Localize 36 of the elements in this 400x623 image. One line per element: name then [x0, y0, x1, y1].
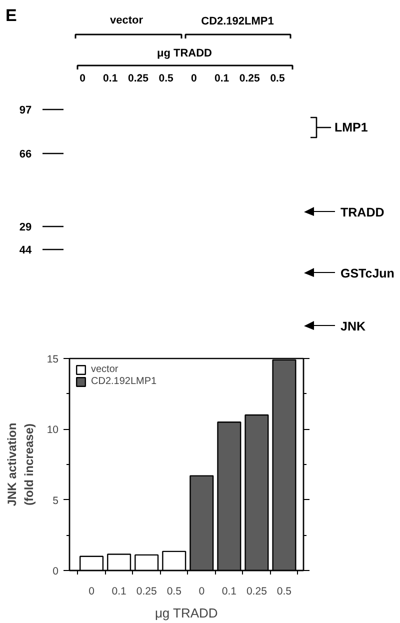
category-label: 0 — [191, 72, 198, 84]
x-tick-label: 0.1 — [222, 586, 237, 598]
y-tick-label: 10 — [46, 424, 59, 436]
category-label: 0.1 — [214, 72, 230, 84]
x-tick-label: 0.5 — [276, 586, 292, 598]
category-label: 0.5 — [158, 72, 174, 84]
y-tick-label: 5 — [52, 494, 59, 507]
y-axis-title: JNK activation (fold increase) — [5, 422, 36, 506]
text: 97 — [19, 104, 32, 116]
text: μg TRADD — [157, 48, 212, 60]
x-tick-label: 0 — [198, 586, 205, 598]
text: E — [6, 6, 17, 25]
text: LMP1 — [334, 120, 368, 134]
text: 66 — [19, 148, 32, 160]
x-tick-label: 0.25 — [246, 586, 268, 598]
category-label: 0.5 — [270, 72, 285, 84]
y-tick-label: 0 — [52, 566, 59, 578]
text: JNK — [340, 320, 366, 334]
legend-label: vector — [91, 364, 118, 375]
text: CD2.192LMP1 — [201, 16, 274, 28]
text: 29 — [19, 222, 32, 234]
category-label: 0.1 — [103, 72, 118, 84]
x-tick-label: 0 — [88, 586, 95, 598]
text: 44 — [19, 244, 32, 256]
text: vector — [110, 14, 144, 26]
x-tick-label: 0.5 — [166, 586, 182, 598]
x-tick-label: 0.25 — [136, 586, 157, 598]
text: TRADD — [340, 206, 384, 220]
legend-label: CD2.192LMP1 — [91, 376, 157, 387]
y-tick-label: 15 — [46, 354, 59, 366]
category-label: 0 — [80, 72, 86, 84]
text: GSTcJun — [340, 266, 394, 280]
category-label: 0.25 — [128, 72, 149, 84]
x-tick-label: 0.1 — [112, 586, 127, 598]
x-axis-title: μg TRADD — [154, 606, 218, 620]
category-label: 0.25 — [239, 72, 260, 84]
